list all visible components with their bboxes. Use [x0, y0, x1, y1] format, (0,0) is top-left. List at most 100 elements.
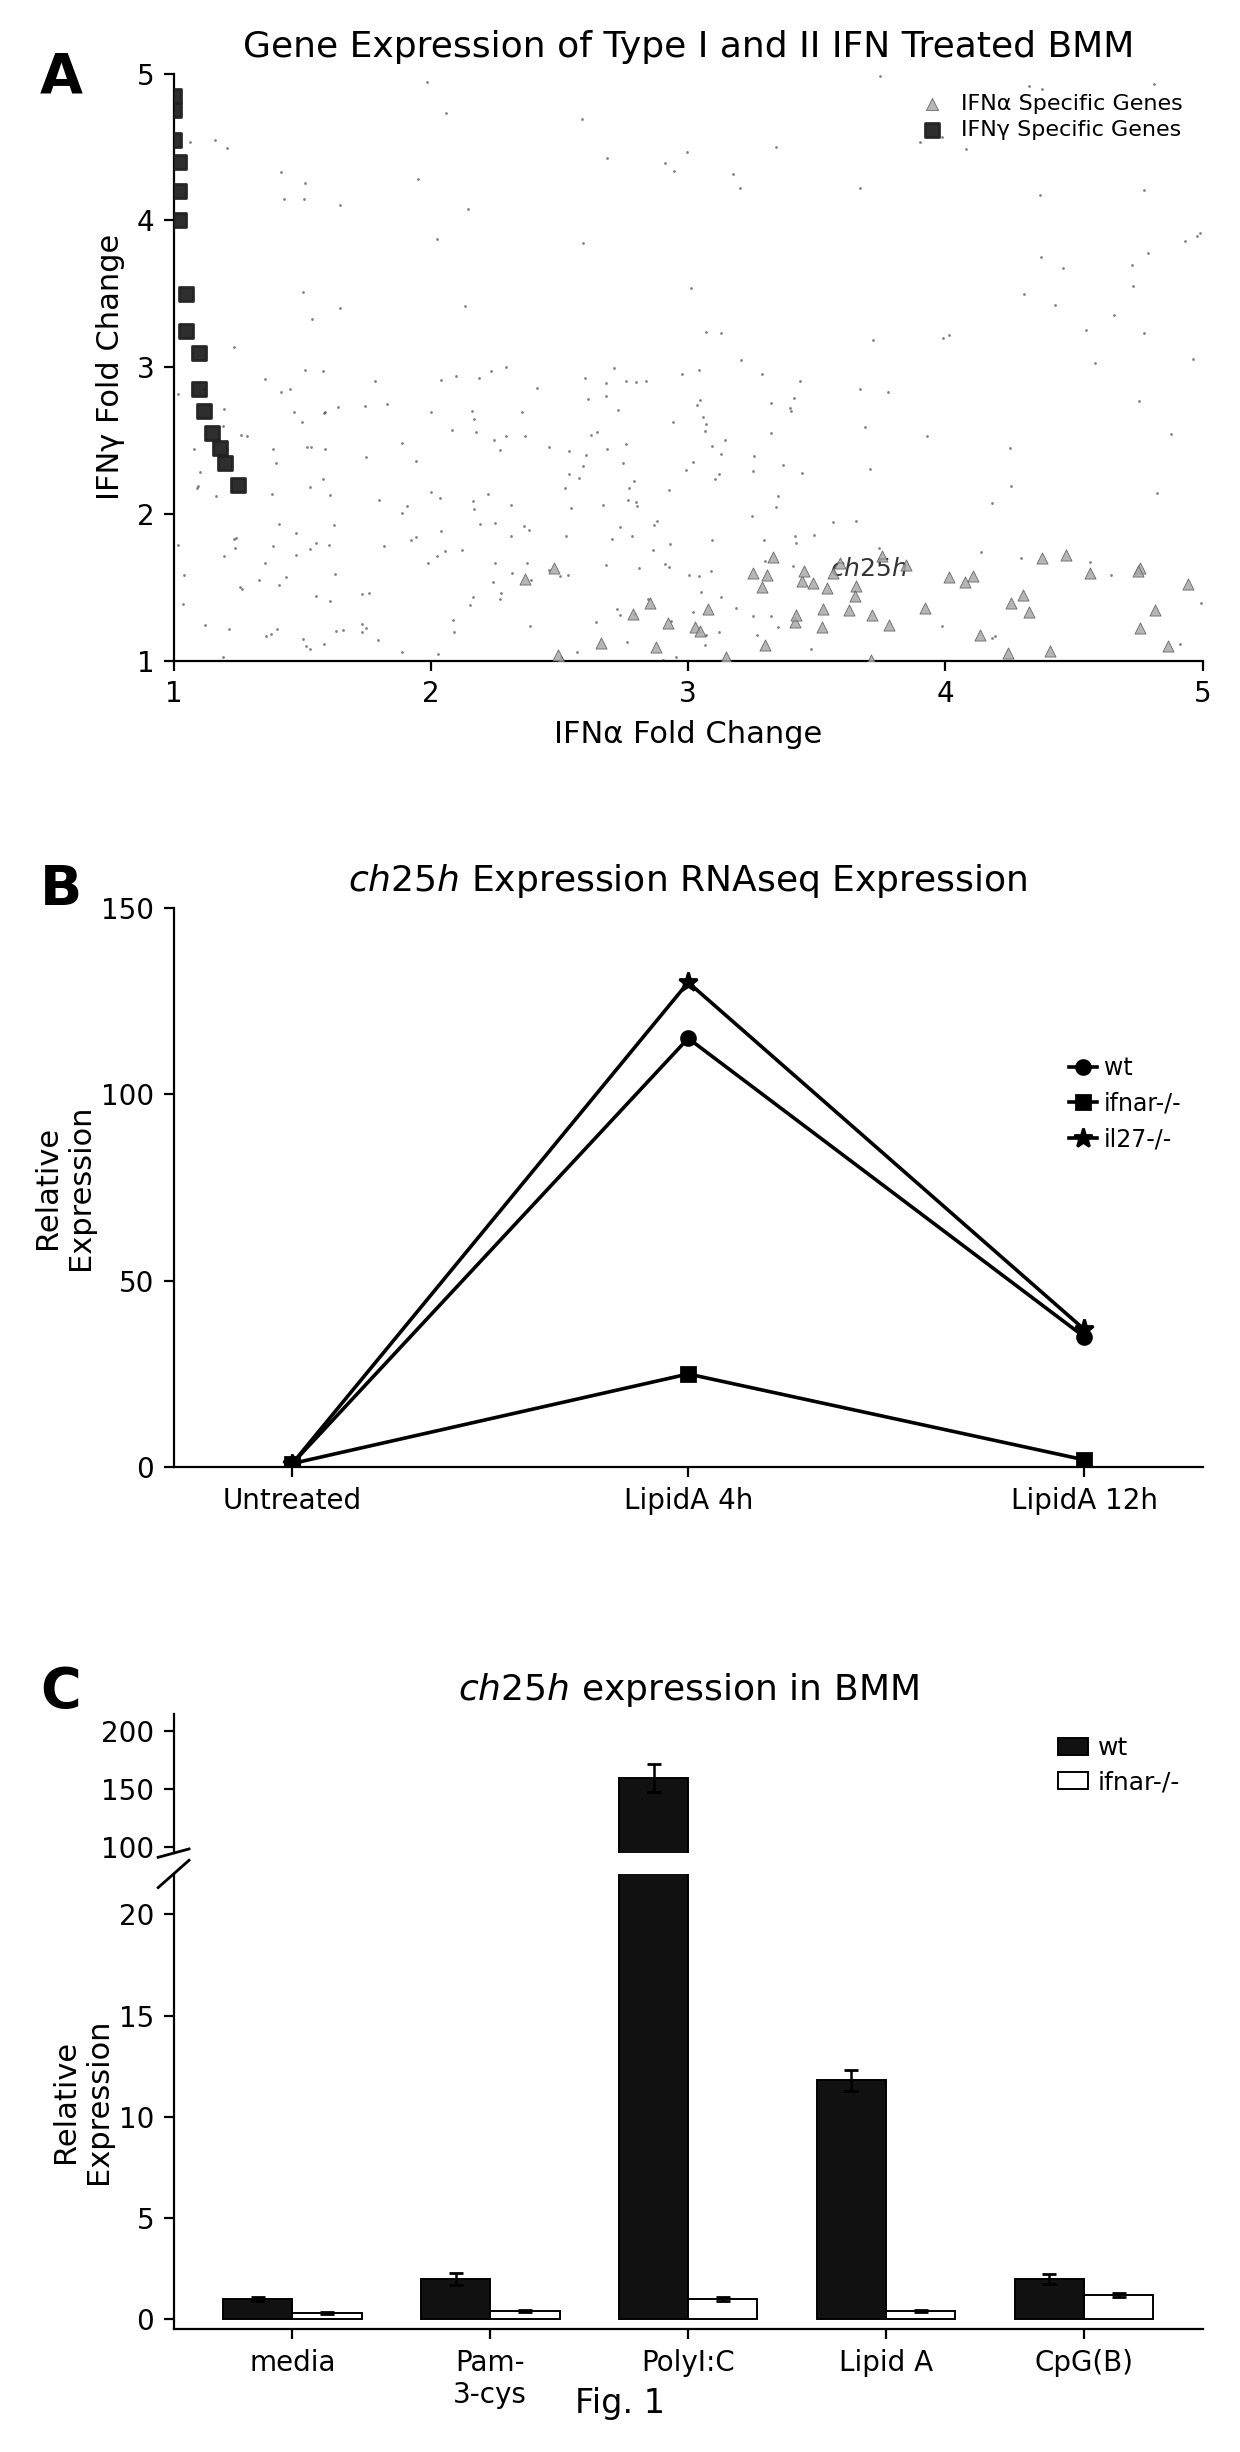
Point [463, 481, 482, 520]
Point [269, 566, 289, 606]
Point [315, 392, 335, 432]
Point [754, 520, 774, 559]
Point [458, 189, 477, 228]
Point [352, 613, 372, 652]
Point [466, 412, 486, 451]
Point [219, 608, 239, 647]
Point [711, 576, 730, 615]
Point [608, 390, 627, 429]
Point [971, 532, 991, 571]
Point [626, 483, 646, 522]
Point [619, 468, 639, 508]
Point [407, 517, 427, 557]
IFNα Specific Genes [963, 557, 983, 596]
Point [658, 471, 678, 510]
Point [300, 468, 320, 508]
Point [174, 557, 193, 596]
Point [262, 473, 281, 512]
Point [551, 557, 570, 596]
Point [193, 370, 213, 409]
Point [1128, 380, 1148, 419]
Point [614, 444, 634, 483]
Point [481, 351, 501, 390]
Point [187, 468, 207, 508]
Point [1187, 216, 1207, 255]
IFNα Specific Genes [846, 576, 866, 615]
Point [463, 576, 482, 615]
Point [232, 414, 252, 454]
Point [696, 625, 715, 664]
Point [766, 488, 786, 527]
Point [647, 503, 667, 542]
Point [314, 461, 334, 500]
IFNα Specific Genes [756, 557, 776, 596]
il27-/- [285, 1449, 300, 1479]
Bar [887, 2312, 955, 2320]
Point [869, 530, 889, 569]
Point [296, 625, 316, 664]
Point [573, 446, 593, 485]
Bar [223, 2300, 293, 2320]
Point [774, 446, 794, 485]
Point [730, 341, 750, 380]
Point [585, 603, 605, 642]
Point [1001, 466, 1021, 505]
Bar [619, 0, 688, 2320]
Point [418, 544, 438, 584]
Point [267, 608, 286, 647]
Point [580, 414, 600, 454]
Point [622, 517, 642, 557]
IFNγ Specific Genes [228, 466, 248, 505]
Point [683, 593, 703, 633]
Point [215, 390, 234, 429]
Point [557, 517, 577, 557]
Point [579, 380, 599, 419]
Point [1104, 294, 1123, 333]
Point [237, 417, 257, 456]
Point [397, 485, 417, 525]
Point [624, 461, 644, 500]
Point [785, 378, 805, 417]
Point [300, 530, 320, 569]
Point [169, 525, 188, 564]
IFNα Specific Genes [646, 628, 666, 667]
Point [527, 368, 547, 407]
Point [568, 633, 588, 672]
Point [191, 451, 211, 490]
Point [624, 593, 644, 633]
ifnar-/- [681, 1358, 696, 1388]
Point [661, 601, 681, 640]
Point [573, 223, 593, 262]
Point [704, 459, 724, 498]
IFNα Specific Genes [1013, 576, 1033, 615]
Point [213, 537, 233, 576]
Point [790, 360, 810, 400]
Point [324, 505, 343, 544]
Point [255, 360, 275, 400]
Point [660, 525, 680, 564]
IFNα Specific Genes [590, 623, 610, 662]
Point [408, 159, 428, 199]
Point [982, 618, 1002, 657]
Point [556, 468, 575, 508]
Point [656, 544, 676, 584]
IFNγ Specific Genes [190, 370, 210, 409]
Point [859, 449, 879, 488]
IFNα Specific Genes [516, 559, 536, 598]
IFNγ Specific Genes [169, 142, 188, 181]
Y-axis label: IFNγ Fold Change: IFNγ Fold Change [97, 233, 125, 500]
Point [453, 530, 472, 569]
Title: $\it{ch25h}$ Expression RNAseq Expression: $\it{ch25h}$ Expression RNAseq Expressio… [348, 863, 1028, 900]
Point [982, 483, 1002, 522]
Point [265, 444, 285, 483]
Point [1045, 284, 1065, 324]
IFNα Specific Genes [1001, 584, 1021, 623]
Text: Fig. 1: Fig. 1 [575, 2386, 665, 2420]
Point [714, 419, 734, 459]
Point [521, 559, 541, 598]
IFNα Specific Genes [955, 562, 975, 601]
IFNα Specific Genes [1040, 630, 1060, 669]
Point [195, 606, 215, 645]
IFNα Specific Genes [839, 591, 859, 630]
Point [627, 485, 647, 525]
